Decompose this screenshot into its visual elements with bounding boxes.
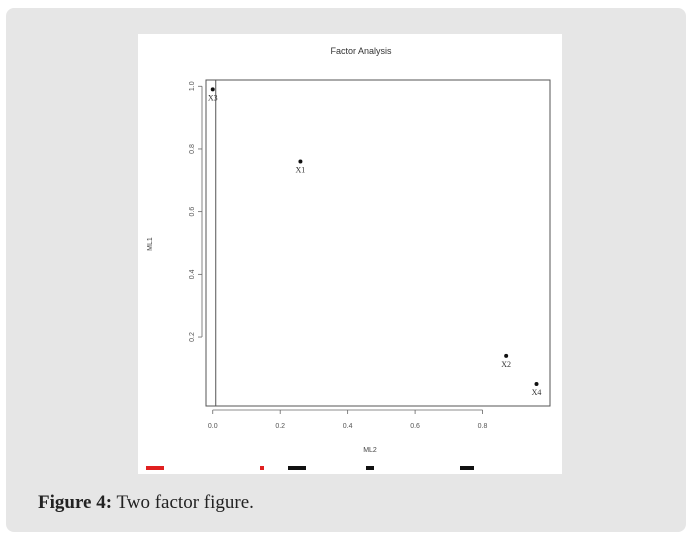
y-tick-label: 0.4 — [189, 269, 196, 279]
x-tick-label: 0.4 — [343, 423, 353, 430]
x-tick-label: 0.8 — [478, 423, 488, 430]
y-tick-label: 1.0 — [189, 81, 196, 91]
strip-mark — [288, 466, 306, 470]
chart-title: Factor Analysis — [330, 46, 392, 56]
x-tick-label: 0.0 — [208, 423, 218, 430]
data-point-x4: X4 — [532, 382, 542, 397]
strip-mark — [460, 466, 474, 470]
point-label: X2 — [501, 360, 511, 369]
x-tick-label: 0.2 — [275, 423, 285, 430]
x-axis: 0.0 0.2 0.4 0.6 0.8 — [208, 409, 488, 430]
data-points: X3 X1 X2 X4 — [208, 87, 542, 397]
y-tick-label: 0.6 — [189, 207, 196, 217]
point-marker — [210, 87, 215, 92]
data-point-x3: X3 — [208, 87, 218, 102]
figure-card: Factor Analysis 0.0 0.2 0.4 0.6 0.8 0.2 0.4 0.… — [6, 8, 686, 532]
x-axis-label: ML2 — [363, 447, 377, 454]
point-label: X1 — [296, 166, 306, 175]
strip-mark — [366, 466, 374, 470]
plot-area — [205, 79, 551, 407]
caption-text: Two factor figure. — [116, 492, 254, 513]
point-label: X4 — [532, 388, 542, 397]
data-point-x1: X1 — [296, 159, 306, 175]
strip-mark — [146, 466, 164, 470]
figure-caption: Figure 4: Two factor figure. — [38, 492, 254, 514]
data-point-x2: X2 — [501, 353, 511, 369]
point-marker — [534, 382, 539, 387]
factor-analysis-figure: Factor Analysis 0.0 0.2 0.4 0.6 0.8 0.2 0.4 0.… — [138, 34, 562, 474]
y-tick-label: 0.8 — [189, 144, 196, 154]
y-axis-label: ML1 — [147, 237, 154, 251]
strip-mark — [260, 466, 264, 470]
bottom-color-strip — [146, 466, 474, 470]
point-label: X3 — [208, 93, 218, 102]
y-tick-label: 0.2 — [189, 332, 196, 342]
point-marker — [504, 353, 509, 358]
factor-analysis-chart: Factor Analysis 0.0 0.2 0.4 0.6 0.8 0.20.40.… — [146, 46, 551, 470]
y-axis: 0.2 0.4 0.6 0.8 1.0 — [189, 81, 203, 342]
caption-label: Figure 4: — [38, 492, 113, 513]
point-marker — [298, 159, 303, 164]
x-tick-label: 0.6 — [410, 423, 420, 430]
